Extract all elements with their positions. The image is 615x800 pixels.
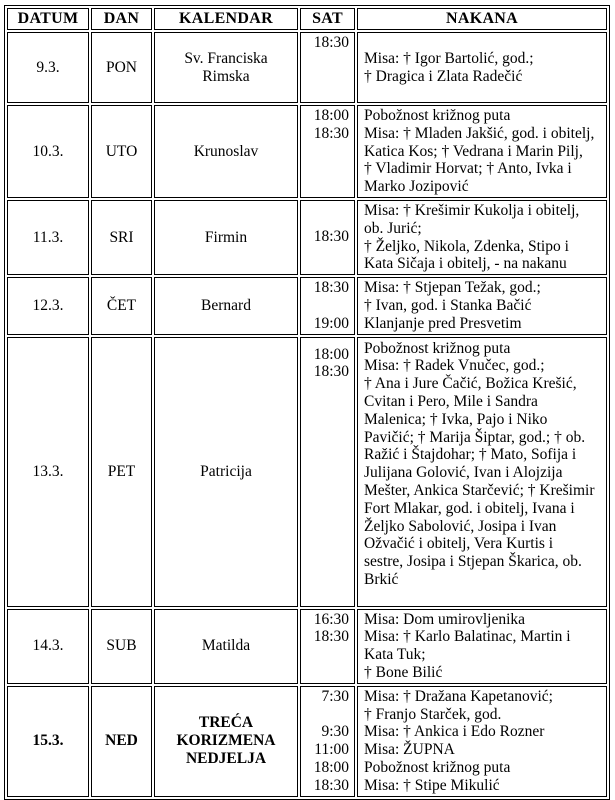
dan-cell: PET xyxy=(91,336,152,607)
kalendar-cell: Matilda xyxy=(154,608,298,684)
header-sat: SAT xyxy=(300,8,355,30)
datum-cell: 15.3. xyxy=(7,685,89,797)
datum-cell: 14.3. xyxy=(7,608,89,684)
table-row: 12.3. ČET Bernard 18:30 19:00 Misa: † Stjepa… xyxy=(7,277,607,335)
datum-cell: 9.3. xyxy=(7,32,89,103)
table-row: 10.3. UTO Krunoslav 18:00 18:30 Pobožnost kr… xyxy=(7,105,607,198)
header-row: DATUM DAN KALENDAR SAT NAKANA xyxy=(7,8,607,30)
nakana-cell: Misa: † Dražana Kapetanović; † Franjo St… xyxy=(357,685,607,797)
header-dan: DAN xyxy=(91,8,152,30)
dan-cell: UTO xyxy=(91,105,152,198)
nakana-cell: Misa: † Stjepan Težak, god.; † Ivan, god… xyxy=(357,277,607,335)
header-kalendar: KALENDAR xyxy=(154,8,298,30)
sat-cell: 16:30 18:30 xyxy=(300,608,355,684)
kalendar-cell: Krunoslav xyxy=(154,105,298,198)
kalendar-cell: Bernard xyxy=(154,277,298,335)
header-datum: DATUM xyxy=(7,8,89,30)
kalendar-cell: Firmin xyxy=(154,199,298,276)
datum-cell: 13.3. xyxy=(7,336,89,607)
sat-cell: 7:30 9:30 11:00 18:00 18:30 xyxy=(300,685,355,797)
datum-cell: 11.3. xyxy=(7,199,89,276)
dan-cell: ČET xyxy=(91,277,152,335)
datum-cell: 12.3. xyxy=(7,277,89,335)
schedule-body: 9.3. PON Sv. Franciska Rimska 18:30 Misa: † … xyxy=(7,32,607,797)
datum-cell: 10.3. xyxy=(7,105,89,198)
nakana-cell: Misa: Dom umirovljenika Misa: † Karlo Ba… xyxy=(357,608,607,684)
sat-cell: 18:00 18:30 xyxy=(300,336,355,607)
nakana-cell: Pobožnost križnog puta Misa: † Radek Vnu… xyxy=(357,336,607,607)
table-row: 14.3. SUB Matilda 16:30 18:30 Misa: Dom umir… xyxy=(7,608,607,684)
dan-cell: PON xyxy=(91,32,152,103)
sat-cell: 18:30 xyxy=(300,32,355,103)
table-row: 11.3. SRI Firmin 18:30 Misa: † Krešimir Kuko… xyxy=(7,199,607,276)
table-row: 13.3. PET Patricija 18:00 18:30 Pobožnost kr… xyxy=(7,336,607,607)
nakana-cell: Misa: † Krešimir Kukolja i obitelj, ob. … xyxy=(357,199,607,276)
dan-cell: SUB xyxy=(91,608,152,684)
schedule-table: DATUM DAN KALENDAR SAT NAKANA 9.3. PON Sv.… xyxy=(4,5,610,800)
sat-cell: 18:30 xyxy=(300,199,355,276)
kalendar-cell: Patricija xyxy=(154,336,298,607)
table-row: 15.3. NED TREĆA KORIZMENA NEDJELJA 7:30 9:3… xyxy=(7,685,607,797)
kalendar-cell: TREĆA KORIZMENA NEDJELJA xyxy=(154,685,298,797)
nakana-cell: Pobožnost križnog puta Misa: † Mladen Ja… xyxy=(357,105,607,198)
sat-cell: 18:00 18:30 xyxy=(300,105,355,198)
kalendar-cell: Sv. Franciska Rimska xyxy=(154,32,298,103)
nakana-cell: Misa: † Igor Bartolić, god.; † Dragica i… xyxy=(357,32,607,103)
dan-cell: SRI xyxy=(91,199,152,276)
dan-cell: NED xyxy=(91,685,152,797)
table-row: 9.3. PON Sv. Franciska Rimska 18:30 Misa: † … xyxy=(7,32,607,103)
header-nakana: NAKANA xyxy=(357,8,607,30)
schedule-page: DATUM DAN KALENDAR SAT NAKANA 9.3. PON Sv.… xyxy=(4,5,610,800)
sat-cell: 18:30 19:00 xyxy=(300,277,355,335)
